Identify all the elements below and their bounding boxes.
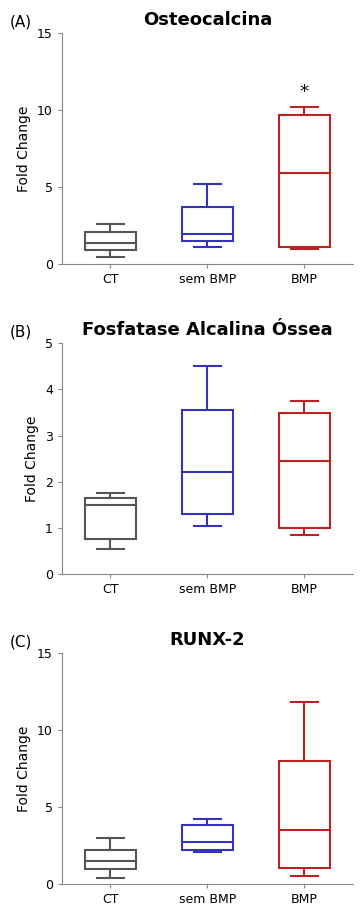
Bar: [279, 761, 330, 868]
Title: Osteocalcina: Osteocalcina: [143, 11, 272, 29]
Text: (A): (A): [9, 15, 32, 30]
Bar: [85, 850, 136, 869]
Title: Fosfatase Alcalina Óssea: Fosfatase Alcalina Óssea: [82, 321, 333, 339]
Bar: [279, 115, 330, 248]
Bar: [182, 410, 233, 514]
Bar: [85, 498, 136, 539]
Text: *: *: [300, 83, 309, 101]
Text: (C): (C): [9, 635, 32, 649]
Text: (B): (B): [9, 325, 32, 340]
Y-axis label: Fold Change: Fold Change: [17, 725, 31, 812]
Bar: [182, 207, 233, 241]
Y-axis label: Fold Change: Fold Change: [17, 105, 31, 192]
Title: RUNX-2: RUNX-2: [170, 631, 245, 649]
Bar: [85, 232, 136, 250]
Bar: [182, 825, 233, 850]
Bar: [279, 413, 330, 528]
Y-axis label: Fold Change: Fold Change: [25, 415, 39, 502]
